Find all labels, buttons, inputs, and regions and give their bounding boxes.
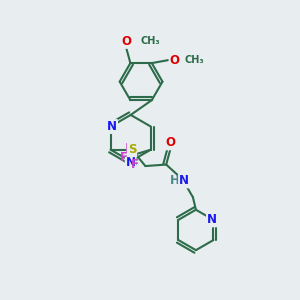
Text: CH₃: CH₃ — [141, 36, 160, 46]
Text: O: O — [169, 54, 180, 67]
Text: N: N — [179, 174, 189, 188]
Text: F: F — [124, 142, 133, 155]
Text: O: O — [166, 136, 176, 149]
Text: S: S — [128, 143, 136, 156]
Text: N: N — [107, 120, 117, 133]
Text: N: N — [126, 156, 136, 169]
Text: CH₃: CH₃ — [184, 55, 204, 65]
Text: N: N — [207, 213, 217, 226]
Text: O: O — [121, 35, 131, 48]
Text: F: F — [120, 151, 128, 164]
Text: F: F — [130, 158, 138, 171]
Text: H: H — [170, 174, 180, 188]
